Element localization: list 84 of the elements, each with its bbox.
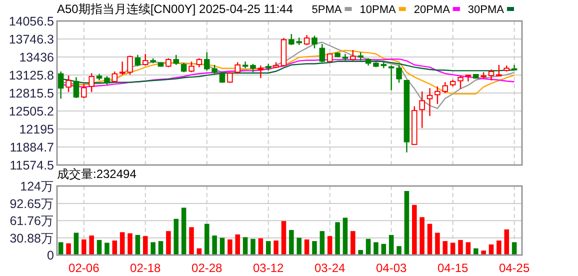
x-tick-label: 02-18 xyxy=(130,261,162,275)
bar xyxy=(412,204,417,255)
bar xyxy=(281,221,286,255)
y-tick-label: 13436 xyxy=(19,50,54,64)
x-tick-label: 04-15 xyxy=(437,261,468,275)
bar xyxy=(512,242,517,255)
y-tick-label: 11884.7 xyxy=(10,140,54,155)
legend-label: 30PMA xyxy=(468,4,505,16)
bar xyxy=(289,230,294,255)
bar xyxy=(150,242,156,255)
bar xyxy=(266,241,271,255)
y-tick-label: 30.88万 xyxy=(10,231,54,246)
legend-label: 10PMA xyxy=(360,4,396,16)
bar xyxy=(274,240,278,255)
y-tick-label: 12195 xyxy=(19,122,54,136)
bar xyxy=(181,208,186,255)
bar xyxy=(220,238,225,255)
bar xyxy=(481,250,486,255)
y-tick-label: 0 xyxy=(47,248,54,262)
bar xyxy=(388,234,394,255)
x-tick-label: 04-03 xyxy=(376,261,408,275)
bar xyxy=(204,224,210,255)
bar xyxy=(404,191,410,255)
x-tick-label: 03-12 xyxy=(253,261,284,275)
y-tick-label: 124万 xyxy=(20,180,54,194)
bar xyxy=(58,242,64,255)
bar xyxy=(320,231,325,255)
bar xyxy=(143,236,148,255)
bar xyxy=(504,229,510,255)
chart-title: 成交量:232494 xyxy=(57,167,137,181)
bar xyxy=(396,246,402,255)
bar xyxy=(420,217,424,255)
y-tick-label: 61.76万 xyxy=(10,214,54,228)
bar xyxy=(374,242,378,255)
bar xyxy=(466,242,471,255)
bar xyxy=(312,241,317,255)
y-tick-label: 11574.5 xyxy=(10,158,54,172)
bar xyxy=(235,234,240,255)
y-tick-label: 13746.3 xyxy=(8,32,54,46)
y-tick-label: 92.65万 xyxy=(10,196,54,211)
bar xyxy=(135,234,140,255)
legend-label: 5PMA xyxy=(312,4,342,16)
bar xyxy=(342,218,348,255)
bar xyxy=(74,232,79,255)
bar xyxy=(442,241,448,255)
chart-title: A50期指当月连续[CN00Y] 2025-04-25 11:44 xyxy=(57,2,294,16)
bar xyxy=(104,242,110,255)
y-tick-label: 14056.5 xyxy=(8,14,54,28)
bar xyxy=(120,232,125,255)
bar xyxy=(258,238,264,255)
x-tick-label: 02-28 xyxy=(192,261,223,275)
y-tick-label: 12505.2 xyxy=(8,104,54,119)
bar xyxy=(350,231,356,255)
bar xyxy=(435,232,440,255)
bar xyxy=(296,238,302,255)
bar xyxy=(304,239,310,255)
y-tick-label: 12815.5 xyxy=(8,86,54,100)
bar xyxy=(250,238,256,255)
x-tick-label: 04-25 xyxy=(498,261,530,275)
bar xyxy=(335,222,340,255)
x-tick-label: 03-24 xyxy=(314,261,346,275)
bar xyxy=(89,236,94,255)
bar xyxy=(158,241,164,255)
bar xyxy=(458,240,463,255)
bar xyxy=(427,224,432,255)
bar xyxy=(82,239,86,255)
bar xyxy=(358,250,363,255)
bar xyxy=(189,227,194,255)
x-tick-label: 02-06 xyxy=(68,261,100,275)
bar xyxy=(166,231,171,255)
bar xyxy=(128,233,132,255)
bar xyxy=(366,238,371,255)
bar xyxy=(212,236,217,255)
y-tick-label: 13125.8 xyxy=(8,68,54,82)
bar xyxy=(228,239,232,255)
bar xyxy=(327,236,332,255)
bar xyxy=(174,218,179,255)
bar xyxy=(242,237,248,255)
legend-label: 20PMA xyxy=(414,4,451,16)
bar xyxy=(474,248,478,255)
bar xyxy=(66,243,71,255)
bar xyxy=(112,240,118,255)
bar xyxy=(496,240,502,255)
bar xyxy=(96,240,102,255)
